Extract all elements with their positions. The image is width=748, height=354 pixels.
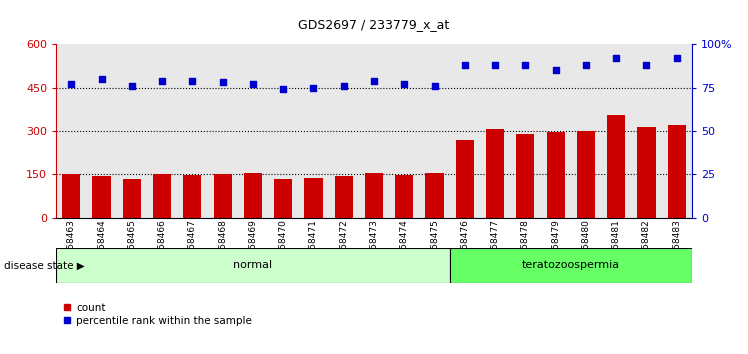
Point: [96, 76, 108, 82]
Point: [640, 62, 652, 68]
Point: [489, 62, 501, 68]
Point: [580, 62, 592, 68]
Point: [247, 81, 259, 87]
Point: [671, 55, 683, 61]
Bar: [213, 175, 232, 218]
Bar: [56, 248, 450, 283]
Point: [307, 85, 319, 91]
Bar: [334, 176, 353, 218]
Bar: [486, 129, 504, 218]
Bar: [153, 174, 171, 218]
Point: [156, 78, 168, 84]
Text: teratozoospermia: teratozoospermia: [522, 261, 620, 270]
Point: [65, 81, 77, 87]
Bar: [93, 176, 111, 218]
Bar: [304, 178, 322, 218]
Point: [459, 62, 470, 68]
Point: [368, 78, 380, 84]
Bar: [450, 248, 692, 283]
Point: [610, 55, 622, 61]
Bar: [516, 134, 535, 218]
Bar: [607, 115, 625, 218]
Point: [519, 62, 531, 68]
Bar: [456, 140, 474, 218]
Point: [126, 83, 138, 89]
Bar: [365, 173, 383, 218]
Point: [550, 67, 562, 73]
Text: GDS2697 / 233779_x_at: GDS2697 / 233779_x_at: [298, 18, 450, 31]
Bar: [123, 179, 141, 218]
Point: [278, 86, 289, 92]
Point: [186, 78, 198, 84]
Bar: [395, 175, 414, 218]
Bar: [577, 131, 595, 218]
Point: [429, 83, 441, 89]
Point: [398, 81, 410, 87]
Bar: [547, 132, 565, 218]
Text: disease state ▶: disease state ▶: [4, 261, 85, 270]
Bar: [183, 175, 201, 218]
Point: [217, 80, 229, 85]
Text: normal: normal: [233, 261, 272, 270]
Legend: count, percentile rank within the sample: count, percentile rank within the sample: [61, 303, 252, 326]
Bar: [637, 127, 655, 218]
Bar: [426, 173, 444, 218]
Bar: [274, 179, 292, 218]
Point: [338, 83, 350, 89]
Bar: [62, 175, 80, 218]
Bar: [244, 173, 262, 218]
Bar: [668, 125, 686, 218]
